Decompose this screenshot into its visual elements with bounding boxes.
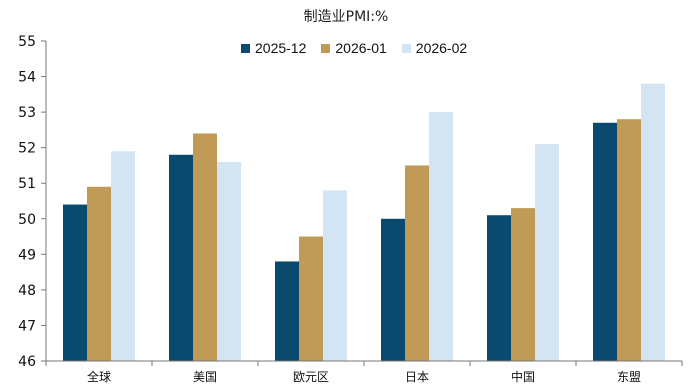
y-tick-label: 47 bbox=[18, 318, 36, 334]
bar-2026-02-1 bbox=[217, 161, 241, 361]
x-tick-label: 中国 bbox=[511, 369, 535, 384]
bar-2026-01-4 bbox=[511, 208, 535, 361]
bar-2025-12-5 bbox=[593, 122, 617, 362]
x-tick-label: 欧元区 bbox=[293, 370, 329, 384]
x-axis: 全球 美国 欧元区 日本 中国 东盟 bbox=[45, 360, 683, 384]
y-tick-label: 52 bbox=[18, 141, 36, 157]
legend-item-2025-12: 2025-12 bbox=[241, 40, 306, 56]
legend-item-2026-02: 2026-02 bbox=[401, 40, 468, 56]
legend-swatch-2026-01 bbox=[321, 43, 331, 53]
legend-item-2026-01: 2026-01 bbox=[321, 40, 387, 56]
bar-2026-02-3 bbox=[429, 112, 453, 361]
bar-2026-01-3 bbox=[405, 165, 429, 361]
y-tick-label: 49 bbox=[18, 247, 36, 263]
y-tick-label: 53 bbox=[18, 105, 36, 121]
y-tick-label: 54 bbox=[18, 70, 36, 86]
bar-2026-01-5 bbox=[617, 119, 641, 361]
bar-2025-12-4 bbox=[487, 215, 511, 361]
x-tick-label: 美国 bbox=[193, 370, 217, 384]
x-tick-label: 日本 bbox=[405, 370, 429, 384]
y-tick-label: 46 bbox=[18, 354, 36, 370]
bar-2026-01-0 bbox=[87, 186, 111, 361]
bar-2026-02-0 bbox=[111, 151, 135, 361]
y-axis: 46 47 48 49 50 51 52 53 54 55 bbox=[18, 34, 47, 370]
chart-title: 制造业PMI:% bbox=[303, 9, 389, 25]
legend-label-2026-01: 2026-01 bbox=[335, 40, 387, 56]
y-tick-label: 48 bbox=[18, 283, 36, 299]
legend: 2025-12 2026-01 2026-02 bbox=[241, 40, 467, 56]
x-tick-label: 全球 bbox=[87, 369, 111, 384]
legend-label-2026-02: 2026-02 bbox=[415, 40, 468, 56]
legend-swatch-2025-12 bbox=[241, 43, 250, 53]
y-tick-label: 55 bbox=[18, 34, 36, 50]
x-tick-label: 东盟 bbox=[617, 370, 641, 384]
y-tick-label: 50 bbox=[18, 212, 36, 228]
bar-2026-02-5 bbox=[641, 83, 665, 362]
legend-swatch-2026-02 bbox=[401, 43, 411, 53]
y-tick-label: 51 bbox=[18, 176, 36, 192]
bars-group bbox=[63, 83, 665, 362]
bar-2025-12-0 bbox=[63, 204, 87, 361]
bar-2025-12-2 bbox=[275, 261, 299, 361]
bar-2026-02-4 bbox=[535, 144, 559, 361]
bar-2025-12-1 bbox=[169, 154, 193, 361]
bar-2026-01-1 bbox=[193, 133, 217, 361]
bar-2025-12-3 bbox=[381, 218, 405, 361]
bar-2026-02-2 bbox=[323, 190, 347, 361]
legend-label-2025-12: 2025-12 bbox=[255, 40, 307, 56]
bar-2026-01-2 bbox=[299, 236, 323, 361]
